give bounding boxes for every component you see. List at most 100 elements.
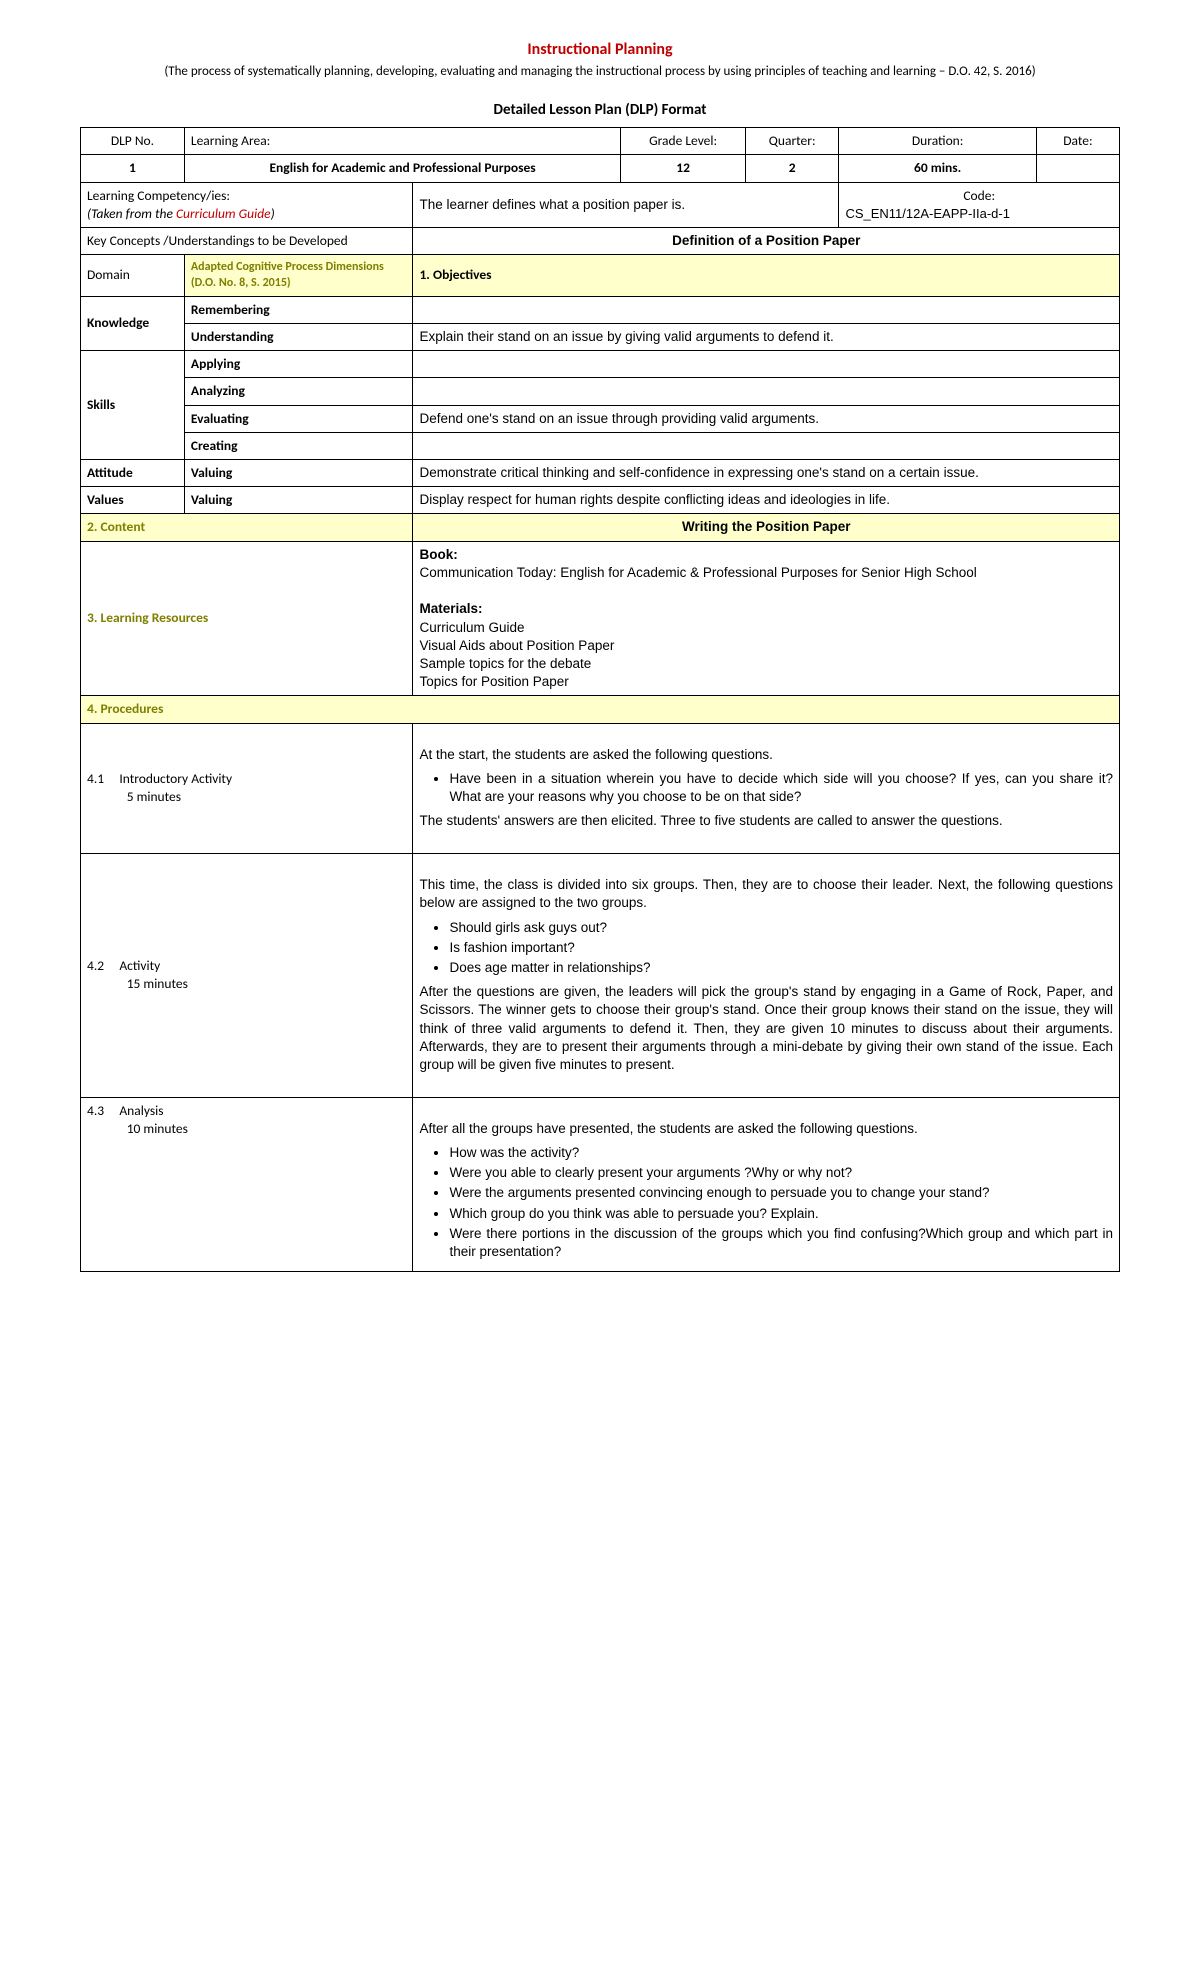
evaluating-text: Defend one's stand on an issue through p…	[413, 405, 1120, 432]
competency-label-line2-suffix: )	[271, 205, 275, 222]
skills-label: Skills	[81, 351, 185, 460]
competency-code: Code: CS_EN11/12A-EAPP-IIa-d-1	[839, 182, 1120, 227]
p43-num: 4.3	[87, 1102, 104, 1119]
p43-label: 4.3 Analysis 10 minutes	[81, 1097, 413, 1272]
attitude-label: Attitude	[81, 459, 185, 486]
attitude-text: Demonstrate critical thinking and self-c…	[413, 459, 1120, 486]
table-row: 4. Procedures	[81, 696, 1120, 723]
table-row: Evaluating Defend one's stand on an issu…	[81, 405, 1120, 432]
p43-time: 10 minutes	[127, 1120, 188, 1137]
p41-intro: At the start, the students are asked the…	[419, 746, 1113, 764]
table-row: Analyzing	[81, 378, 1120, 405]
table-row: Attitude Valuing Demonstrate critical th…	[81, 459, 1120, 486]
procedures-label: 4. Procedures	[81, 696, 1120, 723]
main-title: Instructional Planning	[80, 40, 1120, 59]
p41-num: 4.1	[87, 770, 104, 787]
key-concepts-text: Definition of a Position Paper	[413, 228, 1120, 255]
book-label: Book:	[419, 547, 457, 562]
material-4: Topics for Position Paper	[419, 674, 568, 689]
p42-bullet-2: Is fashion important?	[449, 939, 1113, 957]
table-row: 4.3 Analysis 10 minutes After all the gr…	[81, 1097, 1120, 1272]
p42-title: Activity	[119, 957, 160, 974]
material-1: Curriculum Guide	[419, 620, 524, 635]
table-row: 2. Content Writing the Position Paper	[81, 514, 1120, 541]
competency-label-line2-red: Curriculum Guide	[176, 205, 271, 222]
values-label: Values	[81, 487, 185, 514]
domain-label: Domain	[81, 255, 185, 296]
p43-content: After all the groups have presented, the…	[413, 1097, 1120, 1272]
resources-label: 3. Learning Resources	[81, 541, 413, 696]
competency-label-line1: Learning Competency/ies:	[87, 187, 230, 204]
duration-label: Duration:	[839, 128, 1036, 155]
materials-label: Materials:	[419, 601, 482, 616]
table-row: 1 English for Academic and Professional …	[81, 155, 1120, 182]
table-row: DLP No. Learning Area: Grade Level: Quar…	[81, 128, 1120, 155]
table-row: Key Concepts /Understandings to be Devel…	[81, 228, 1120, 255]
date-label: Date:	[1036, 128, 1119, 155]
p42-intro: This time, the class is divided into six…	[419, 876, 1113, 912]
p43-intro: After all the groups have presented, the…	[419, 1120, 1113, 1138]
table-row: 4.2 Activity 15 minutes This time, the c…	[81, 853, 1120, 1097]
applying-text	[413, 351, 1120, 378]
table-row: Knowledge Remembering	[81, 296, 1120, 323]
p43-bullet-4: Which group do you think was able to per…	[449, 1205, 1113, 1223]
code-label: Code:	[845, 187, 1113, 205]
content-text: Writing the Position Paper	[413, 514, 1120, 541]
learning-area-label: Learning Area:	[184, 128, 620, 155]
p43-bullet-1: How was the activity?	[449, 1144, 1113, 1162]
content-label: 2. Content	[81, 514, 413, 541]
analyzing-label: Analyzing	[184, 378, 413, 405]
subtitle: (The process of systematically planning,…	[80, 63, 1120, 81]
dlp-table: DLP No. Learning Area: Grade Level: Quar…	[80, 127, 1120, 1272]
remembering-label: Remembering	[184, 296, 413, 323]
applying-label: Applying	[184, 351, 413, 378]
table-row: 4.1 Introductory Activity 5 minutes At t…	[81, 723, 1120, 853]
p41-outro: The students' answers are then elicited.…	[419, 812, 1113, 830]
resources-content: Book: Communication Today: English for A…	[413, 541, 1120, 696]
key-concepts-label: Key Concepts /Understandings to be Devel…	[81, 228, 413, 255]
grade-level-value: 12	[621, 155, 746, 182]
values-valuing-label: Valuing	[184, 487, 413, 514]
duration-value: 60 mins.	[839, 155, 1036, 182]
learning-area-value: English for Academic and Professional Pu…	[184, 155, 620, 182]
creating-label: Creating	[184, 432, 413, 459]
table-row: Understanding Explain their stand on an …	[81, 323, 1120, 350]
table-row: Learning Competency/ies: (Taken from the…	[81, 182, 1120, 227]
creating-text	[413, 432, 1120, 459]
table-row: Skills Applying	[81, 351, 1120, 378]
p43-bullet-2: Were you able to clearly present your ar…	[449, 1164, 1113, 1182]
p42-label: 4.2 Activity 15 minutes	[81, 853, 413, 1097]
attitude-valuing-label: Valuing	[184, 459, 413, 486]
p43-bullet-5: Were there portions in the discussion of…	[449, 1225, 1113, 1261]
format-title: Detailed Lesson Plan (DLP) Format	[80, 101, 1120, 119]
p41-label: 4.1 Introductory Activity 5 minutes	[81, 723, 413, 853]
analyzing-text	[413, 378, 1120, 405]
competency-text: The learner defines what a position pape…	[413, 182, 839, 227]
book-text: Communication Today: English for Academi…	[419, 565, 976, 580]
date-value	[1036, 155, 1119, 182]
p42-time: 15 minutes	[127, 975, 188, 992]
p42-content: This time, the class is divided into six…	[413, 853, 1120, 1097]
knowledge-label: Knowledge	[81, 296, 185, 350]
p42-bullet-1: Should girls ask guys out?	[449, 919, 1113, 937]
values-text: Display respect for human rights despite…	[413, 487, 1120, 514]
competency-label-line2-prefix: (Taken from the	[87, 205, 176, 222]
table-row: Values Valuing Display respect for human…	[81, 487, 1120, 514]
objectives-header: 1. Objectives	[413, 255, 1120, 296]
p41-time: 5 minutes	[127, 788, 181, 805]
remembering-text	[413, 296, 1120, 323]
table-row: Domain Adapted Cognitive Process Dimensi…	[81, 255, 1120, 296]
grade-level-label: Grade Level:	[621, 128, 746, 155]
table-row: 3. Learning Resources Book: Communicatio…	[81, 541, 1120, 696]
evaluating-label: Evaluating	[184, 405, 413, 432]
p41-title: Introductory Activity	[119, 770, 232, 787]
material-3: Sample topics for the debate	[419, 656, 591, 671]
p41-bullet-1: Have been in a situation wherein you hav…	[449, 770, 1113, 806]
understanding-label: Understanding	[184, 323, 413, 350]
code-value: CS_EN11/12A-EAPP-IIa-d-1	[845, 205, 1113, 223]
p42-outro: After the questions are given, the leade…	[419, 983, 1113, 1074]
material-2: Visual Aids about Position Paper	[419, 638, 614, 653]
dlp-no-label: DLP No.	[81, 128, 185, 155]
quarter-value: 2	[745, 155, 839, 182]
p43-title: Analysis	[119, 1102, 163, 1119]
